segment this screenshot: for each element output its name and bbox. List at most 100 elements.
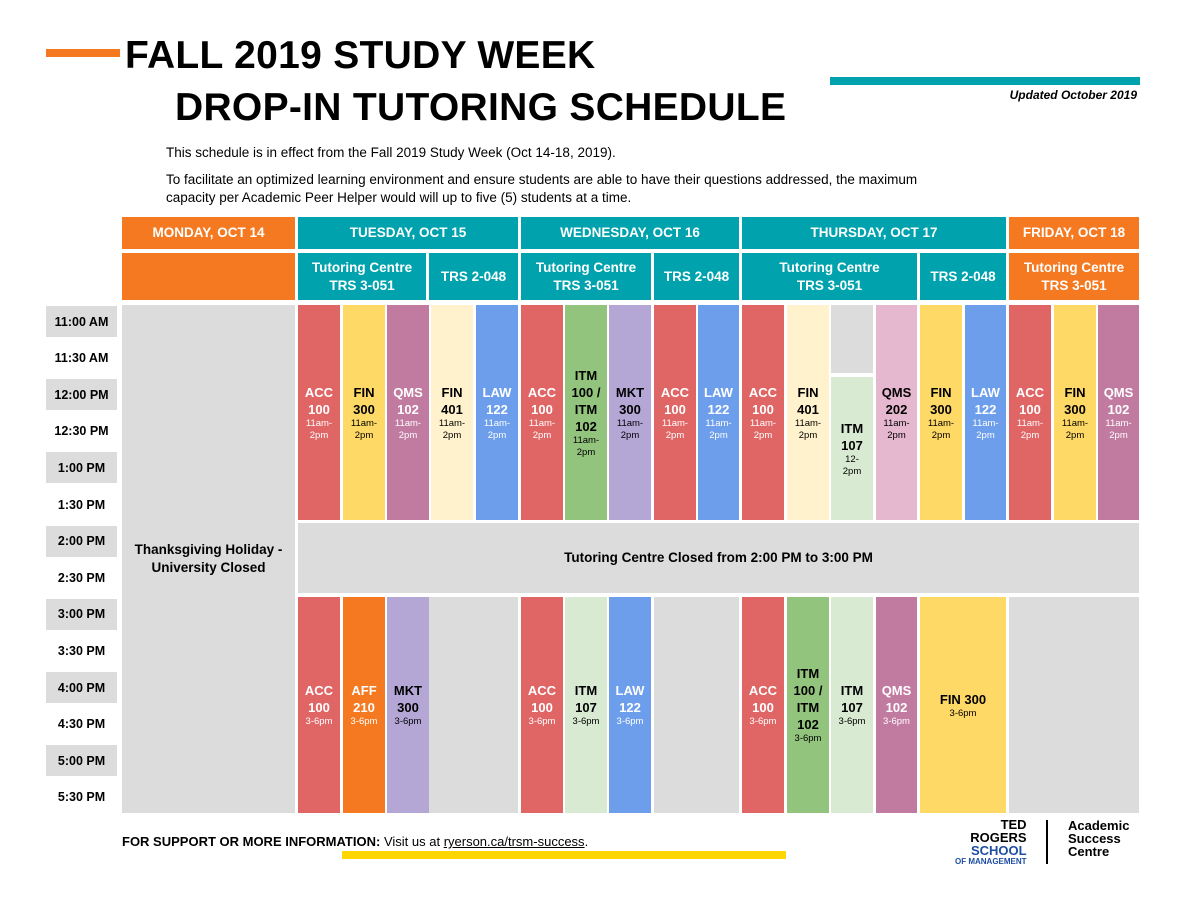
course-code: AFF (351, 683, 377, 698)
course-time: 3-6pm (794, 733, 822, 744)
course-time: 11am-2pm (1105, 417, 1132, 441)
logo-line1: TED (1000, 817, 1027, 832)
time-slot: 5:00 PM (46, 745, 117, 777)
footer-end: . (584, 834, 589, 849)
course-code: 102 (885, 700, 908, 715)
course-block: ITM 107 3-6pm (831, 597, 873, 813)
time-slot: 3:30 PM (46, 635, 117, 667)
closed-notice-text: Tutoring Centre Closed from 2:00 PM to 3… (564, 550, 873, 565)
empty-slot (831, 305, 873, 373)
course-time: 11am-2pm (528, 417, 556, 441)
ted-rogers-logo: TED ROGERS SCHOOL OF MANAGEMENT (955, 818, 1027, 866)
day-header-tuesday: TUESDAY, OCT 15 (298, 217, 518, 249)
course-code: ACC (527, 384, 557, 400)
location-tc-name: Tutoring Centre (779, 259, 880, 275)
course-code: 122 (486, 401, 508, 417)
location-tc-name: Tutoring Centre (535, 259, 637, 275)
monday-holiday-block: Thanksgiving Holiday - University Closed (122, 305, 295, 813)
course-time: 11am-2pm (305, 417, 333, 441)
course-code: ITM (574, 683, 598, 698)
course-code: 202 (885, 401, 908, 417)
course-time: 11am-2pm (972, 417, 999, 441)
asc-line2: Success (1068, 831, 1121, 846)
course-code: ITM (574, 367, 598, 383)
course-time: 11am-2pm (616, 417, 644, 441)
course-code: 401 (797, 401, 819, 417)
location-tc-room: TRS 3-051 (329, 277, 395, 293)
time-slot: 4:30 PM (46, 708, 117, 740)
logo-line4: OF MANAGEMENT (955, 857, 1027, 866)
course-code: 102 (1107, 401, 1130, 417)
course-time: 11am-2pm (1016, 417, 1044, 441)
location-tc-name: Tutoring Centre (1023, 259, 1125, 275)
logo-divider (1046, 820, 1048, 864)
location-header-thu-tc: Tutoring Centre TRS 3-051 (742, 253, 917, 300)
course-time: 3-6pm (350, 716, 378, 727)
course-time: 11am-2pm (705, 417, 732, 441)
course-block: FIN 300 11am-2pm (343, 305, 385, 520)
intro-capacity: To facilitate an optimized learning envi… (166, 172, 918, 205)
location-header-wed-tc: Tutoring Centre TRS 3-051 (521, 253, 651, 300)
course-code: 300 (1064, 401, 1086, 417)
time-slot: 1:30 PM (46, 489, 117, 520)
time-slot: 3:00 PM (46, 598, 117, 630)
course-code: 210 (353, 700, 375, 715)
course-code: 401 (441, 401, 463, 417)
course-code: LAW (615, 683, 645, 698)
course-code: FIN (353, 384, 375, 400)
course-code: ACC (748, 683, 778, 698)
course-time: 3-6pm (528, 716, 556, 727)
course-block: LAW 122 11am-2pm (698, 305, 739, 520)
course-block: FIN 300 3-6pm (920, 597, 1006, 813)
course-code: ITM (840, 683, 864, 698)
course-code: FIN (797, 384, 819, 400)
course-code: 300 (619, 401, 641, 417)
course-block: ITM 100 / ITM 102 3-6pm (787, 597, 829, 813)
location-tc-room: TRS 3-051 (796, 277, 863, 293)
orange-accent-bar (46, 49, 120, 57)
course-code: 100 (664, 401, 686, 417)
location-header-tue-trs: TRS 2-048 (429, 253, 518, 300)
footer-support: FOR SUPPORT OR MORE INFORMATION: Visit u… (122, 834, 588, 849)
course-code: 100 (752, 401, 774, 417)
course-code: 107 (575, 700, 597, 715)
course-block: FIN 401 11am-2pm (431, 305, 473, 520)
course-time: 3-6pm (749, 716, 777, 727)
updated-date: Updated October 2019 (1009, 88, 1137, 102)
course-block: QMS 102 11am-2pm (387, 305, 429, 520)
course-code: 122 (707, 401, 730, 417)
time-slot: 1:00 PM (46, 452, 117, 484)
course-block: ACC 100 3-6pm (298, 597, 340, 813)
empty-slot (654, 597, 739, 813)
course-code: ACC (1015, 384, 1045, 400)
course-code: 100 (1019, 401, 1041, 417)
time-slot: 12:30 PM (46, 415, 117, 447)
course-block: QMS 102 3-6pm (876, 597, 917, 813)
course-code: 100 / (793, 683, 823, 698)
course-block: ACC 100 11am-2pm (521, 305, 563, 520)
course-block: ACC 100 3-6pm (742, 597, 784, 813)
course-time: 3-6pm (883, 716, 910, 727)
course-block: MKT 300 3-6pm (387, 597, 429, 813)
page-title-line2: DROP-IN TUTORING SCHEDULE (175, 86, 787, 129)
course-block: FIN 300 11am-2pm (1054, 305, 1096, 520)
course-code: 107 (841, 437, 863, 453)
course-code: 300 (397, 700, 419, 715)
location-header-tue-tc: Tutoring Centre TRS 3-051 (298, 253, 426, 300)
footer-link[interactable]: ryerson.ca/trsm-success (443, 834, 585, 849)
course-code: 100 (531, 700, 553, 715)
course-code: FIN (1064, 384, 1086, 400)
footer-text: Visit us at (383, 834, 441, 849)
course-time: 11am-2pm (1061, 417, 1089, 441)
course-block: LAW 122 11am-2pm (476, 305, 518, 520)
time-slot: 4:00 PM (46, 672, 117, 703)
course-block: QMS 202 11am-2pm (876, 305, 917, 520)
course-code: 107 (841, 700, 863, 715)
footer-label: FOR SUPPORT OR MORE INFORMATION: (122, 834, 381, 849)
course-code: ACC (304, 683, 334, 698)
time-slot: 12:00 PM (46, 379, 117, 411)
course-block: ACC 100 11am-2pm (298, 305, 340, 520)
day-header-friday: FRIDAY, OCT 18 (1009, 217, 1139, 249)
course-time: 3-6pm (949, 707, 977, 719)
course-block: AFF 210 3-6pm (343, 597, 385, 813)
